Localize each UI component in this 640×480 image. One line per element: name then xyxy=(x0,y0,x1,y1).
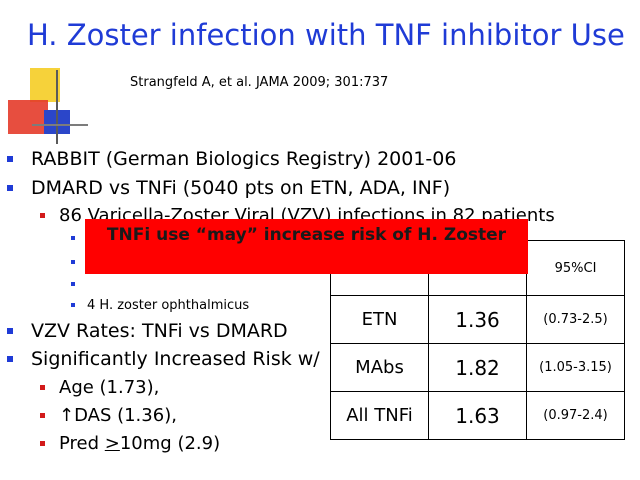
deco-horizontal-line xyxy=(32,124,88,126)
row-ci: (0.73-2.5) xyxy=(526,295,625,344)
deco-yellow-square xyxy=(30,68,60,102)
row-group: ETN xyxy=(330,295,429,344)
bullet-rabbit: RABBIT (German Biologics Registry) 2001-… xyxy=(6,148,457,170)
table-row: MAbs 1.82 (1.05-3.15) xyxy=(330,343,625,392)
row-group: MAbs xyxy=(330,343,429,392)
callout-box: TNFi use “may” increase risk of H. Zoste… xyxy=(85,219,528,274)
row-value: 1.63 xyxy=(428,391,527,440)
risk-pred-suffix: 10mg (2.9) xyxy=(119,433,221,454)
row-value: 1.36 xyxy=(428,295,527,344)
row-value: 1.82 xyxy=(428,343,527,392)
slide-title: H. Zoster infection with TNF inhibitor U… xyxy=(27,18,625,52)
row-group: All TNFi xyxy=(330,391,429,440)
decorative-squares-icon xyxy=(8,68,88,148)
deco-red-square xyxy=(8,100,48,134)
risk-das: ↑DAS (1.36), xyxy=(40,405,177,426)
citation: Strangfeld A, et al. JAMA 2009; 301:737 xyxy=(130,75,389,90)
risk-pred-ge: > xyxy=(104,433,120,454)
header-cell-ci: 95%CI xyxy=(526,240,625,296)
bullet-vzv-rates: VZV Rates: TNFi vs DMARD xyxy=(7,320,288,342)
row-ci: (1.05-3.15) xyxy=(526,343,625,392)
risk-pred: Pred >10mg (2.9) xyxy=(39,433,221,454)
deco-vertical-line xyxy=(56,70,58,144)
risk-pred-prefix: Pred xyxy=(59,433,105,454)
bullet-dmard-vs-tnfi: DMARD vs TNFi (5040 pts on ETN, ADA, INF… xyxy=(6,177,451,199)
row-ci: (0.97-2.4) xyxy=(526,391,625,440)
bullet-increased-risk: Significantly Increased Risk w/ xyxy=(7,348,320,370)
table-row: ETN 1.36 (0.73-2.5) xyxy=(330,295,625,344)
sub-bullet-ophthalmicus: 4 H. zoster ophthalmicus xyxy=(70,298,250,313)
risk-age: Age (1.73), xyxy=(39,377,160,398)
table-row: All TNFi 1.63 (0.97-2.4) xyxy=(330,391,625,440)
